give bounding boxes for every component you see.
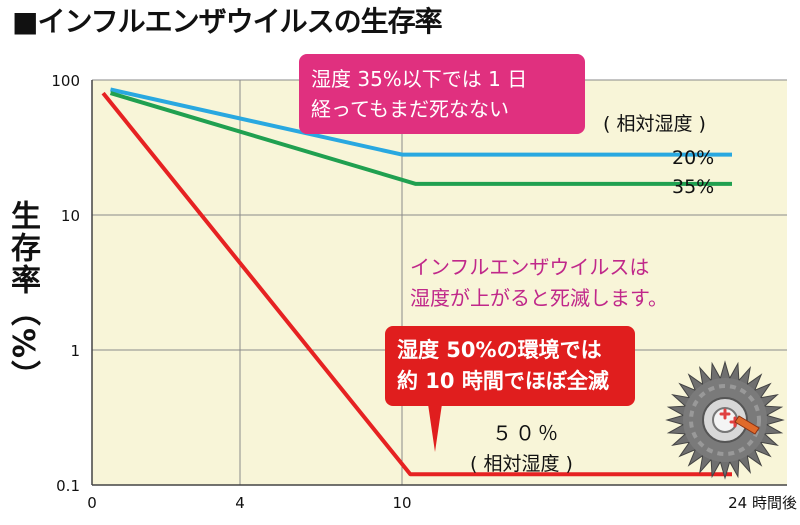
axes [91,80,787,486]
callout-humidity-50-line-1: 湿度 50%の環境では [397,338,602,362]
series-line-2 [101,91,732,477]
y-axis-label: 生存率（%） [5,200,40,393]
callout-pointer [428,404,442,452]
legend-20: 20% [672,147,714,169]
callout-humidity-35-line-2: 経ってもまだ死なない [311,97,509,121]
legend-50: ５０％ [492,421,561,445]
callout-humidity-50: 湿度 50%の環境では 約 10 時間でほぼ全滅 [385,326,635,406]
legend-35: 35% [672,176,714,198]
x-tick-label-1: 4 [235,494,245,512]
virus-icon [665,360,785,480]
legend-50-subtitle: ( 相対湿度 ) [470,453,573,475]
page-title: ■インフルエンザウイルスの生存率 [12,5,443,38]
annotation-line-2: 湿度が上がると死滅します。 [410,286,668,310]
callout-humidity-50-line-2: 約 10 時間でほぼ全滅 [397,369,609,393]
series-line-1 [109,91,732,186]
series-line-0 [110,87,732,157]
x-tick-label-3: 24 時間後 [728,494,797,512]
x-tick-label-0: 0 [87,494,97,512]
series-lines [101,87,732,477]
y-tick-label-3: 0.1 [56,477,80,495]
legend-title: ( 相対湿度 ) [603,113,706,135]
y-tick-label-0: 100 [51,72,80,90]
y-tick-label-1: 10 [61,207,80,225]
y-tick-label-2: 1 [70,342,80,360]
x-tick-label-2: 10 [392,494,411,512]
callout-humidity-35-line-1: 湿度 35%以下では 1 日 [311,67,528,91]
annotation-line-1: インフルエンザウイルスは [410,255,650,279]
annotation-text: インフルエンザウイルスは 湿度が上がると死滅します。 [410,252,730,314]
callout-humidity-35: 湿度 35%以下では 1 日 経ってもまだ死なない [299,54,585,134]
tick-labels: 100 10 1 0.1 0 4 10 24 時間後 [51,72,797,512]
